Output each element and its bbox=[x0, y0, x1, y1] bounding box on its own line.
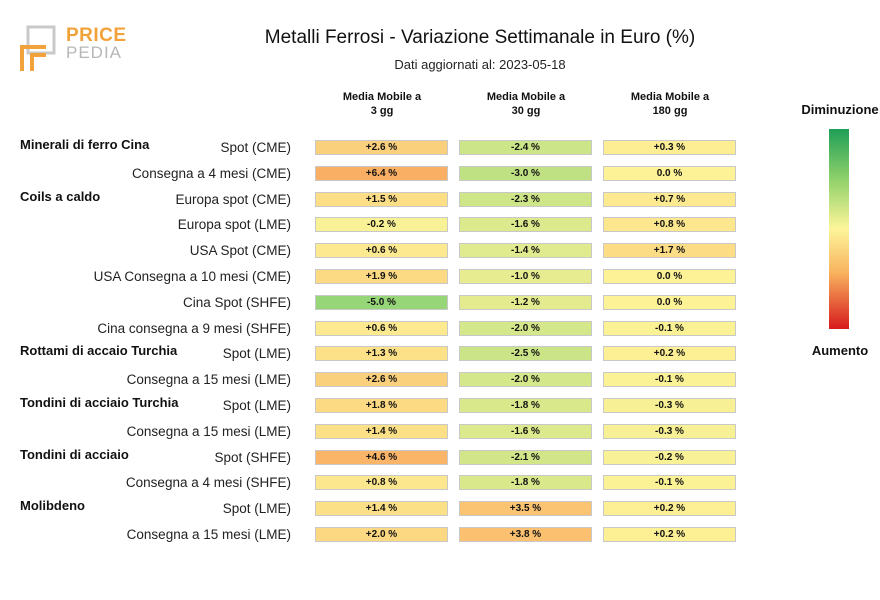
heatmap-cell: -1.6 % bbox=[459, 423, 592, 439]
heatmap-cell: +0.7 % bbox=[603, 191, 736, 207]
heatmap-cell: +0.3 % bbox=[603, 140, 736, 155]
column-header-line2: 3 gg bbox=[370, 105, 394, 117]
heatmap-cell: -0.1 % bbox=[603, 372, 736, 388]
heatmap-cell: 0.0 % bbox=[603, 165, 736, 181]
heatmap-cell: -0.2 % bbox=[603, 449, 736, 465]
heatmap-cell: -1.6 % bbox=[459, 217, 592, 233]
heatmap-cell: +3.5 % bbox=[459, 501, 592, 517]
row-label: Cina consegna a 9 mesi (SHFE) bbox=[97, 320, 291, 336]
row-label: Europa spot (CME) bbox=[175, 191, 291, 207]
heatmap-cell: -5.0 % bbox=[315, 294, 448, 310]
column-header-30gg: Media Mobile a 30 gg bbox=[451, 90, 601, 118]
row-label: Europa spot (LME) bbox=[177, 217, 291, 233]
group-label: Tondini di acciaio bbox=[20, 446, 129, 462]
heatmap-cell: -2.1 % bbox=[459, 449, 592, 465]
heatmap-cell: +0.2 % bbox=[603, 346, 736, 362]
row-label: Consegna a 15 mesi (LME) bbox=[126, 423, 291, 439]
heatmap-cell: +1.5 % bbox=[315, 191, 448, 207]
row-label: Consegna a 15 mesi (LME) bbox=[126, 527, 291, 542]
pricepedia-logo: PRICE PEDIA bbox=[20, 25, 130, 73]
heatmap-cell: 0.0 % bbox=[603, 294, 736, 310]
column-header-line1: Media Mobile a bbox=[630, 91, 710, 103]
row-label: USA Spot (CME) bbox=[189, 243, 291, 259]
heatmap-cell: -2.0 % bbox=[459, 320, 592, 336]
heatmap-cell: +0.2 % bbox=[603, 527, 736, 542]
heatmap-cell: +0.6 % bbox=[315, 243, 448, 259]
row-label: Spot (CME) bbox=[220, 140, 291, 155]
legend-colorbar bbox=[829, 129, 849, 329]
chart-subtitle: Dati aggiornati al: 2023-05-18 bbox=[394, 57, 566, 72]
heatmap-cell: +1.7 % bbox=[603, 243, 736, 259]
heatmap-cell: -2.4 % bbox=[459, 140, 592, 155]
chart-title: Metalli Ferrosi - Variazione Settimanale… bbox=[264, 27, 696, 48]
legend-label-increase: Aumento bbox=[811, 343, 869, 358]
heatmap-cell: -1.0 % bbox=[459, 269, 592, 284]
group-label: Molibdeno bbox=[20, 498, 85, 514]
heatmap-cell: -1.8 % bbox=[459, 475, 592, 491]
heatmap-cell: -1.4 % bbox=[459, 243, 592, 259]
heatmap-cell: +4.6 % bbox=[315, 449, 448, 465]
heatmap-cell: -1.8 % bbox=[459, 398, 592, 413]
heatmap-cell: +1.3 % bbox=[315, 346, 448, 362]
row-label: Consegna a 4 mesi (CME) bbox=[131, 165, 291, 181]
row-label: Spot (SHFE) bbox=[214, 449, 291, 465]
heatmap-cell: +1.4 % bbox=[315, 501, 448, 517]
logo-text-pedia: PEDIA bbox=[66, 43, 123, 62]
group-label: Rottami di accaio Turchia bbox=[20, 343, 178, 359]
heatmap-cell: -0.2 % bbox=[315, 217, 448, 233]
heatmap-cell: -0.3 % bbox=[603, 398, 736, 413]
column-header-180gg: Media Mobile a 180 gg bbox=[595, 90, 745, 118]
row-label: Spot (LME) bbox=[222, 346, 291, 362]
heatmap-cell: -3.0 % bbox=[459, 165, 592, 181]
column-header-3gg: Media Mobile a 3 gg bbox=[307, 90, 457, 118]
logo-mark-icon bbox=[20, 25, 56, 71]
group-label: Minerali di ferro Cina bbox=[20, 137, 150, 152]
heatmap-cell: +0.8 % bbox=[603, 217, 736, 233]
column-header-line2: 180 gg bbox=[652, 105, 688, 117]
heatmap-cell: +2.6 % bbox=[315, 140, 448, 155]
heatmap-cell: -0.1 % bbox=[603, 475, 736, 491]
heatmap-cell: +3.8 % bbox=[459, 527, 592, 542]
logo-text-price: PRICE bbox=[66, 25, 127, 46]
column-header-line2: 30 gg bbox=[511, 105, 541, 117]
heatmap-cell: +1.8 % bbox=[315, 398, 448, 413]
heatmap-cell: -0.1 % bbox=[603, 320, 736, 336]
heatmap-cell: -1.2 % bbox=[459, 294, 592, 310]
heatmap-cell: -2.3 % bbox=[459, 191, 592, 207]
row-label: USA Consegna a 10 mesi (CME) bbox=[93, 269, 291, 284]
heatmap-cell: +1.4 % bbox=[315, 423, 448, 439]
heatmap-cell: +6.4 % bbox=[315, 165, 448, 181]
heatmap-cell: +0.6 % bbox=[315, 320, 448, 336]
heatmap-cell: +1.9 % bbox=[315, 269, 448, 284]
heatmap-cell: -0.3 % bbox=[603, 423, 736, 439]
column-header-line1: Media Mobile a bbox=[342, 91, 422, 103]
column-header-line1: Media Mobile a bbox=[486, 91, 566, 103]
heatmap-cell: +0.8 % bbox=[315, 475, 448, 491]
heatmap-cell: -2.0 % bbox=[459, 372, 592, 388]
row-label: Consegna a 4 mesi (SHFE) bbox=[125, 475, 291, 491]
legend-label-decrease: Diminuzione bbox=[801, 102, 879, 117]
heatmap-cell: +2.6 % bbox=[315, 372, 448, 388]
row-label: Cina Spot (SHFE) bbox=[182, 294, 291, 310]
heatmap-cell: +0.2 % bbox=[603, 501, 736, 517]
heatmap-cell: 0.0 % bbox=[603, 269, 736, 284]
heatmap-cell: -2.5 % bbox=[459, 346, 592, 362]
row-label: Spot (LME) bbox=[222, 501, 291, 517]
row-label: Consegna a 15 mesi (LME) bbox=[126, 372, 291, 388]
group-label: Tondini di acciaio Turchia bbox=[20, 395, 179, 410]
heatmap-cell: +2.0 % bbox=[315, 527, 448, 542]
row-label: Spot (LME) bbox=[222, 398, 291, 413]
group-label: Coils a caldo bbox=[20, 188, 101, 204]
